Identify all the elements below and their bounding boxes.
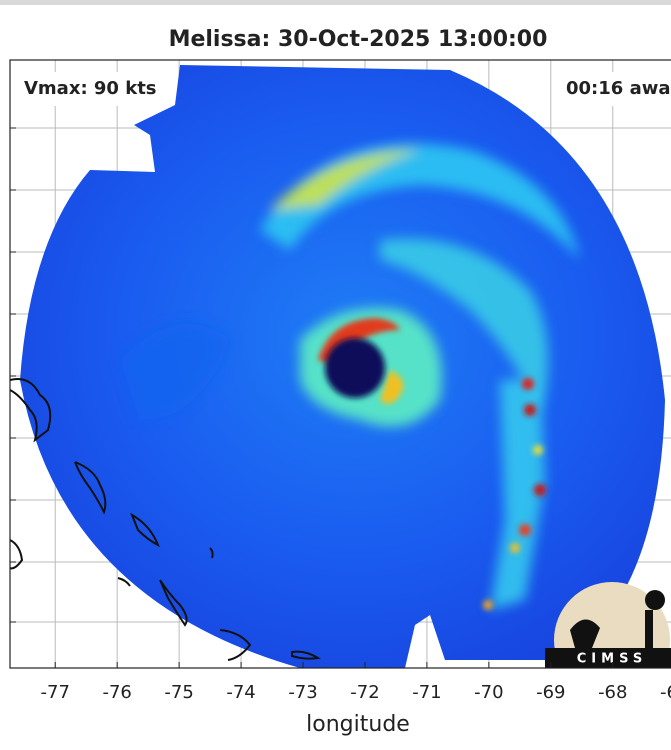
logo: CIMSS	[545, 582, 671, 668]
x-tick-label: -75	[164, 682, 193, 703]
vmax-box	[18, 72, 173, 106]
radar-image: CIMSS	[10, 60, 671, 668]
x-axis-label: longitude	[306, 712, 410, 737]
x-tick-label: -72	[350, 682, 379, 703]
x-tick-label: -77	[41, 682, 70, 703]
x-tick-label: -69	[536, 682, 565, 703]
chart-title: Melissa: 30-Oct-2025 13:00:00	[169, 27, 548, 52]
top-bar	[0, 0, 671, 5]
x-tick-label: -71	[412, 682, 441, 703]
x-tick-label: -68	[598, 682, 627, 703]
x-tick-label: -76	[102, 682, 131, 703]
x-tick-label: -74	[226, 682, 255, 703]
x-tick-label: -73	[288, 682, 317, 703]
eye	[325, 338, 385, 398]
x-tick-label: -70	[474, 682, 503, 703]
y-tick-marks	[10, 127, 16, 623]
x-tick-label: -67	[660, 682, 671, 703]
time-label: 00:16 awa	[566, 78, 670, 99]
time-box	[556, 72, 671, 106]
logo-text: CIMSS	[577, 652, 647, 667]
vmax-label: Vmax: 90 kts	[24, 78, 157, 99]
plot-frame	[9, 59, 671, 669]
coastlines	[10, 378, 321, 661]
